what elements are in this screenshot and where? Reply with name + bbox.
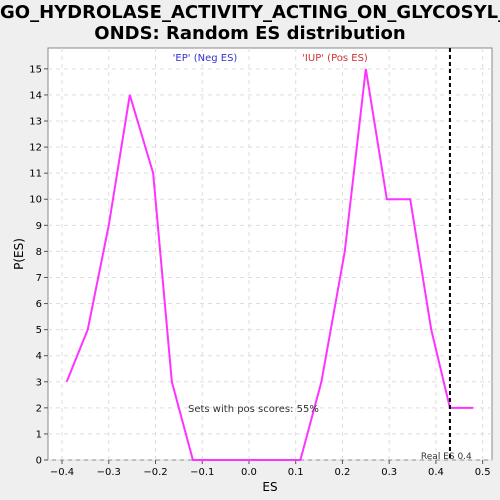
x-tick-label: 0.5 xyxy=(475,467,491,478)
x-tick-label: 0.1 xyxy=(288,467,304,478)
x-tick-label: 0.2 xyxy=(334,467,350,478)
x-axis-label: ES xyxy=(262,480,277,494)
y-tick-label: 6 xyxy=(36,299,42,310)
y-tick-label: 8 xyxy=(36,247,42,258)
y-tick-label: 12 xyxy=(29,143,42,154)
real-es-label: Real ES 0.4 xyxy=(421,452,472,462)
chart-title: GO_HYDROLASE_ACTIVITY_ACTING_ON_GLYCOSYL… xyxy=(0,2,500,44)
y-tick-label: 9 xyxy=(36,221,42,232)
y-tick-label: 7 xyxy=(36,273,42,284)
overlay: Real ES 0.4 'EP' (Neg ES) 'IUP' (Pos ES) Se… xyxy=(173,48,472,462)
x-tick-label: −0.2 xyxy=(143,467,167,478)
x-tick-label: 0.4 xyxy=(428,467,444,478)
y-axis-label: P(ES) xyxy=(12,238,26,270)
series-group xyxy=(65,68,474,461)
y-tick-label: 10 xyxy=(29,195,42,206)
series-line xyxy=(65,68,474,461)
x-tick-label: −0.3 xyxy=(97,467,121,478)
x-tick-label: −0.4 xyxy=(50,467,74,478)
y-tick-label: 5 xyxy=(36,325,42,336)
y-tick-label: 2 xyxy=(36,403,42,414)
y-tick-label: 14 xyxy=(29,90,42,101)
y-tick-label: 1 xyxy=(36,429,42,440)
x-tick-label: −0.1 xyxy=(190,467,214,478)
legend-entry: 'EP' (Neg ES) xyxy=(173,53,238,64)
y-tick-label: 13 xyxy=(29,117,42,128)
pos-scores-annotation: Sets with pos scores: 55% xyxy=(188,404,319,415)
plot-area xyxy=(47,47,493,461)
y-tick-label: 3 xyxy=(36,377,42,388)
legend-entry: 'IUP' (Pos ES) xyxy=(302,53,368,64)
x-axis: −0.4 −0.3 −0.2 −0.1 0.0 0.1 0.2 0.3 0.4 0.5 ES xyxy=(50,460,491,494)
y-tick-label: 0 xyxy=(36,456,42,467)
x-tick-label: 0.0 xyxy=(241,467,257,478)
y-tick-label: 11 xyxy=(29,169,42,180)
y-tick-label: 4 xyxy=(36,351,42,362)
x-tick-label: 0.3 xyxy=(381,467,397,478)
y-tick-label: 15 xyxy=(29,64,42,75)
